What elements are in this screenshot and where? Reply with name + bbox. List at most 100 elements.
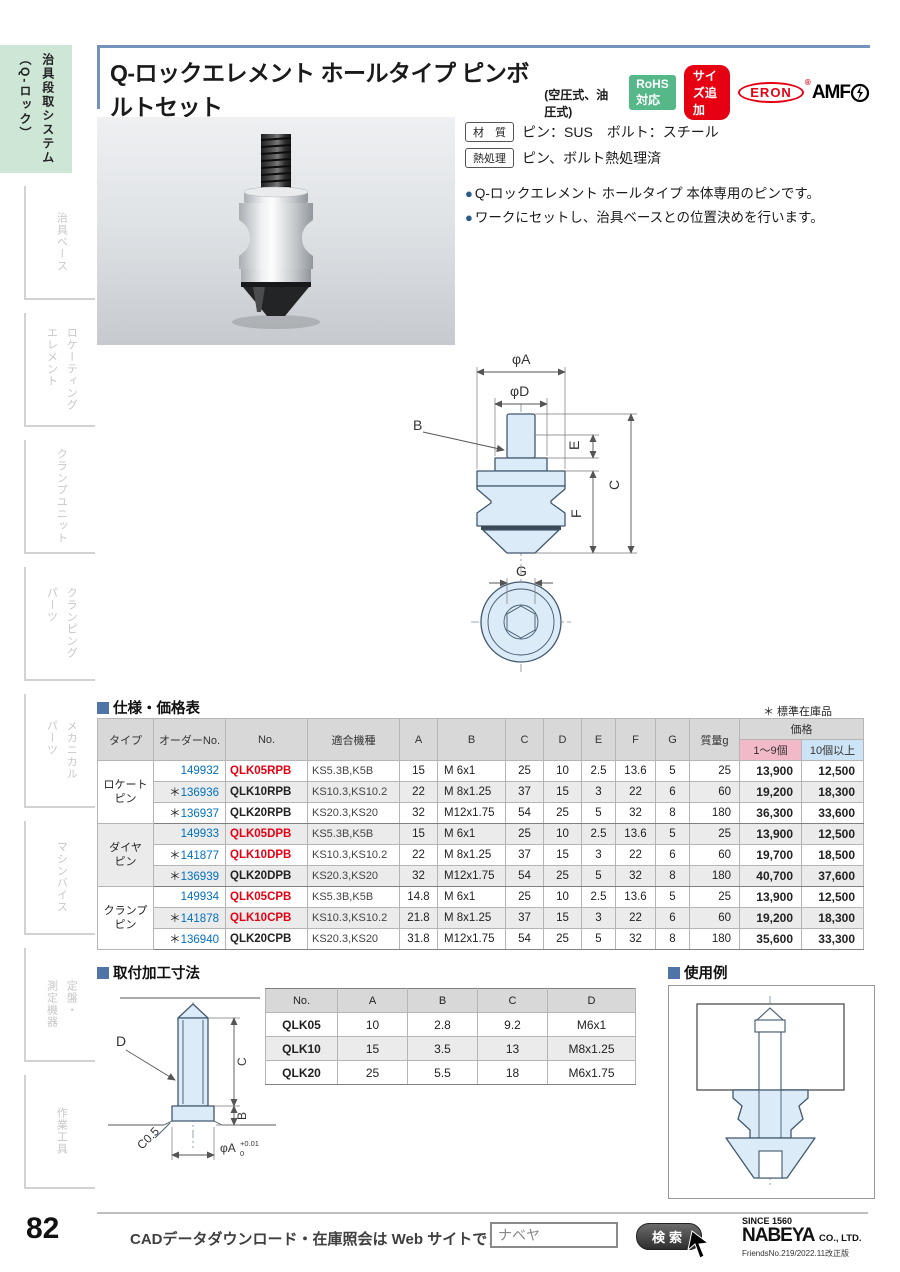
spec-price-table: タイプ オーダーNo. No. 適合機種 A B C D E F G 質量g 価… xyxy=(97,718,864,950)
type-group-locate-pin: ロケート ピン xyxy=(97,760,154,824)
dim-G: 6 xyxy=(655,781,690,803)
mount-A: 25 xyxy=(337,1060,408,1085)
price-10plus: 18,500 xyxy=(801,844,864,866)
sidebar-tab-mechanical-parts[interactable]: メカニカル パーツ xyxy=(24,694,95,808)
size-added-badge: サイズ追加 xyxy=(683,65,731,120)
dim-F: 32 xyxy=(615,802,656,824)
material-label: 材 質 xyxy=(465,122,514,142)
mount-label-tol-dn: 0 xyxy=(240,1149,244,1158)
section-square-icon xyxy=(97,701,109,714)
mount-B: 3.5 xyxy=(407,1036,478,1061)
dim-F: 13.6 xyxy=(615,760,656,782)
spec-row: ＊136939 QLK20DPB KS20.3,KS20 32 M12x1.75… xyxy=(97,865,864,887)
dim-A: 21.8 xyxy=(399,907,438,929)
model-cell: KS10.3,KS10.2 xyxy=(307,907,400,929)
spec-row: ＊136940 QLK20CPB KS20.3,KS20 31.8 M12x1.… xyxy=(98,928,864,950)
sidebar-tab-surface-plate[interactable]: 定盤・ 測定機器 xyxy=(24,948,95,1062)
dim-E: 5 xyxy=(581,865,616,887)
dim-D: 25 xyxy=(543,802,582,824)
spec-row: ＊136937 QLK20RPB KS20.3,KS20 32 M12x1.75… xyxy=(98,802,864,824)
dim-B: M12x1.75 xyxy=(437,928,506,950)
col-header-F: F xyxy=(615,718,656,761)
type-group-dia-pin: ダイヤ ピン xyxy=(97,823,154,887)
dim-E: 2.5 xyxy=(581,823,616,845)
dim-F: 22 xyxy=(615,907,656,929)
mount-A: 10 xyxy=(337,1012,408,1037)
mcol-B: B xyxy=(407,988,478,1013)
page-title-paren: (空圧式、油圧式) xyxy=(544,88,609,119)
col-header-G: G xyxy=(655,718,690,761)
dim-E: 3 xyxy=(581,844,616,866)
sidebar-tab-active[interactable]: 治具段取システム （Q-ロック） xyxy=(0,45,72,173)
dim-label-C: C xyxy=(606,480,622,490)
part-no-cell: QLK05DPB xyxy=(225,823,308,845)
price-10plus: 18,300 xyxy=(801,907,864,929)
dim-A: 31.8 xyxy=(399,928,438,950)
mcol-D: D xyxy=(547,988,636,1013)
price-1-9: 19,700 xyxy=(739,844,802,866)
dim-G: 5 xyxy=(655,760,690,782)
footer-divider xyxy=(97,1212,868,1214)
mcol-A: A xyxy=(337,988,408,1013)
order-no: 149934 xyxy=(180,891,219,903)
dim-F: 13.6 xyxy=(615,823,656,845)
search-input[interactable] xyxy=(490,1222,618,1248)
material-value: ピン：SUS ボルト：スチール xyxy=(522,124,719,140)
feature-text: ワークにセットし、治具ベースとの位置決めを行います。 xyxy=(474,210,824,225)
price-10plus: 12,500 xyxy=(801,760,864,782)
page-header: Q-ロックエレメント ホールタイプ ピンボルトセット (空圧式、油圧式) RoH… xyxy=(97,45,870,140)
order-no: 136939 xyxy=(180,871,219,883)
part-no-cell: QLK10DPB xyxy=(225,844,308,866)
model-cell: KS5.3B,K5B xyxy=(307,886,400,908)
dim-label-E: E xyxy=(566,441,582,450)
header-row: タイプ オーダーNo. No. 適合機種 A B C D E F G 質量g 価… xyxy=(97,718,864,761)
brand-edition: FriendsNo.219/2022.11改正版 xyxy=(742,1249,850,1258)
dim-D: 25 xyxy=(543,928,582,950)
sidebar-tab-clamp-unit[interactable]: クランプユニット xyxy=(24,440,95,554)
order-no-cell: ＊136940 xyxy=(153,928,226,950)
dim-C: 25 xyxy=(505,886,544,908)
col-header-price-1-9: 1～9個 xyxy=(739,739,802,761)
dim-E: 2.5 xyxy=(581,886,616,908)
page-number: 82 xyxy=(26,1212,60,1245)
usage-section-title: 使用例 xyxy=(668,962,728,983)
dim-B: M12x1.75 xyxy=(437,802,506,824)
part-no-cell: QLK20RPB xyxy=(225,802,308,824)
sidebar-tab-clamping-parts[interactable]: クランピング パーツ xyxy=(24,567,95,681)
sidebar-tab-machine-vise[interactable]: マシンバイス xyxy=(24,821,95,935)
type-group-clamp-pin: クランプ ピン xyxy=(97,886,154,950)
dim-F: 22 xyxy=(615,844,656,866)
price-1-9: 35,600 xyxy=(739,928,802,950)
dim-A: 22 xyxy=(399,781,438,803)
mount-A: 15 xyxy=(337,1036,408,1061)
spec-row: ＊141878 QLK10CPB KS10.3,KS10.2 21.8 M 8x… xyxy=(97,907,864,929)
mount-label-tol-up: +0.01 xyxy=(240,1139,259,1148)
dimension-drawing: φA φD B E F C xyxy=(383,350,655,685)
model-cell: KS20.3,KS20 xyxy=(307,802,400,824)
amf-bolt-icon xyxy=(850,83,870,102)
order-no: 136937 xyxy=(180,808,219,820)
model-cell: KS20.3,KS20 xyxy=(307,928,400,950)
price-10plus: 33,600 xyxy=(801,802,864,824)
price-1-9: 40,700 xyxy=(739,865,802,887)
dim-A: 32 xyxy=(399,802,438,824)
model-cell: KS5.3B,K5B xyxy=(307,760,400,782)
mass-cell: 25 xyxy=(689,823,740,845)
mcol-C: C xyxy=(477,988,548,1013)
dim-D: 15 xyxy=(543,907,582,929)
dim-label-phiD: φD xyxy=(510,383,529,399)
dim-label-phiA: φA xyxy=(512,351,531,367)
sidebar-tab-hand-tools[interactable]: 作業工具 xyxy=(24,1075,95,1189)
dim-E: 3 xyxy=(581,907,616,929)
order-no: 141878 xyxy=(180,913,219,925)
sidebar-tab-locating-element[interactable]: ロケーティング エレメント xyxy=(24,313,95,427)
dim-F: 13.6 xyxy=(615,886,656,908)
dim-C: 37 xyxy=(505,907,544,929)
mount-B: 2.8 xyxy=(407,1012,478,1037)
order-no-cell: ＊136937 xyxy=(153,802,226,824)
mount-D: M8x1.25 xyxy=(547,1036,636,1061)
mount-row: QLK05 10 2.8 9.2 M6x1 xyxy=(265,1012,636,1037)
sidebar-tab-jig-base[interactable]: 治具ベース xyxy=(24,186,95,300)
brand-name: NABEYA xyxy=(742,1225,815,1246)
